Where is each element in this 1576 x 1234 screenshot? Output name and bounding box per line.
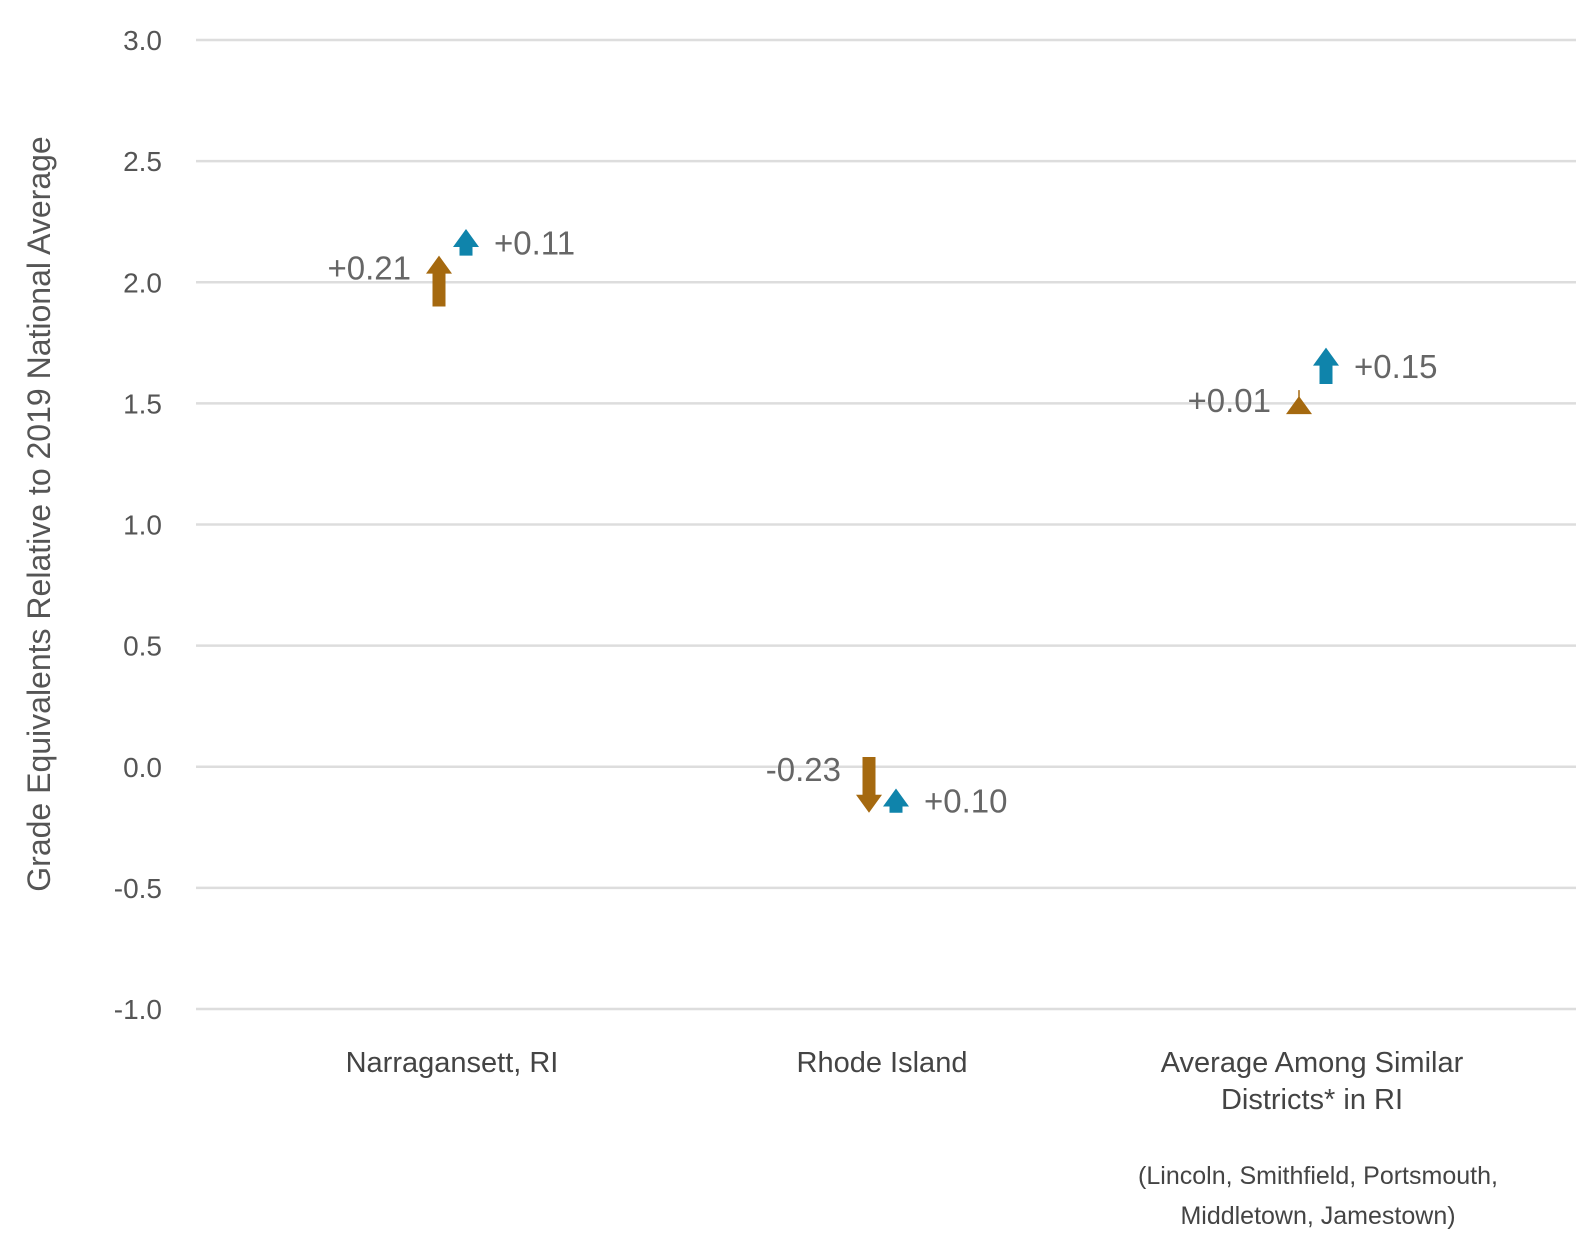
category-label: Rhode Island <box>797 1047 968 1079</box>
arrow-mark <box>856 757 882 813</box>
arrow-shape <box>453 228 479 256</box>
value-label: -0.23 <box>766 751 841 788</box>
y-axis-ticks: 3.0 2.5 2.0 1.5 1.0 0.5 0.0 -0.5 -1.0 <box>114 25 162 1025</box>
y-tick-label: -1.0 <box>114 994 162 1025</box>
value-label: +0.01 <box>1188 382 1272 419</box>
gridlines <box>196 38 1576 1011</box>
arrow-mark <box>883 788 909 813</box>
y-tick-label: 1.0 <box>123 510 162 541</box>
value-labels: +0.21 -0.23 +0.01 +0.11 +0.10 +0.15 <box>328 224 1438 819</box>
arrow-mark <box>453 228 479 256</box>
category-label-line: Districts* in RI <box>1221 1084 1403 1116</box>
arrow-mark <box>426 255 452 307</box>
arrow-mark <box>1286 390 1312 415</box>
arrow-shape <box>856 757 882 813</box>
y-tick-label: -0.5 <box>114 873 162 904</box>
category-note-line: (Lincoln, Smithfield, Portsmouth, <box>1138 1162 1498 1190</box>
y-tick-label: 3.0 <box>123 25 162 56</box>
arrow-shape <box>426 255 452 307</box>
y-tick-label: 0.5 <box>123 631 162 662</box>
category-label: Narragansett, RI <box>346 1047 559 1079</box>
y-axis-title: Grade Equivalents Relative to 2019 Natio… <box>21 136 57 891</box>
arrow-shape <box>1286 396 1312 415</box>
x-axis-categories: Narragansett, RI Rhode Island Average Amon… <box>346 1047 1498 1230</box>
category-label-line: Rhode Island <box>797 1047 968 1079</box>
value-label: +0.21 <box>328 250 412 287</box>
arrow-marks <box>426 228 1339 813</box>
y-tick-label: 2.0 <box>123 267 162 298</box>
arrow-mark <box>1313 347 1339 384</box>
value-label: +0.15 <box>1354 348 1438 385</box>
value-label: +0.11 <box>494 224 575 261</box>
arrow-shape <box>1313 347 1339 384</box>
category-note-line: Middletown, Jamestown) <box>1180 1202 1455 1230</box>
y-tick-label: 2.5 <box>123 146 162 177</box>
arrow-shape <box>883 788 909 813</box>
y-tick-label: 1.5 <box>123 388 162 419</box>
category-label-line: Narragansett, RI <box>346 1047 559 1079</box>
category-label-line: Average Among Similar <box>1161 1047 1464 1079</box>
y-tick-label: 0.0 <box>123 752 162 783</box>
category-label: Average Among Similar Districts* in RI (Li… <box>1138 1047 1498 1230</box>
value-label: +0.10 <box>924 783 1008 820</box>
